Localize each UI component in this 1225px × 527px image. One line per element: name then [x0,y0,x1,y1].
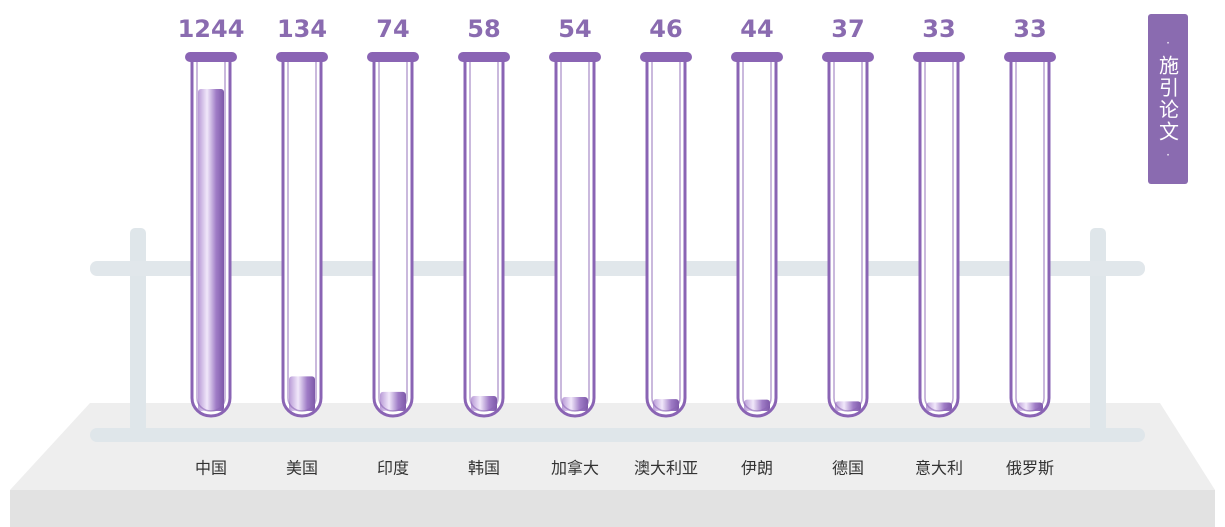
liquid [380,391,406,411]
x-tick-label: 加拿大 [551,459,599,478]
x-tick-label: 澳大利亚 [634,459,698,478]
liquid [198,89,224,411]
tube-inner [833,62,863,412]
tube [463,62,505,418]
liquid [471,395,497,411]
tube-cap [549,52,601,62]
tube-inner [196,62,226,412]
tube-cap [458,52,510,62]
tube-cap [640,52,692,62]
x-tick-label: 美国 [286,459,318,478]
x-tick-label: 中国 [195,459,227,478]
value-label: 46 [649,15,682,43]
liquid [926,402,952,411]
tube-inner [924,62,954,412]
rack-post [130,228,146,432]
tube-cap [185,52,237,62]
tube-inner [378,62,408,412]
tube-inner [651,62,681,412]
chart-title: 施引论文 [1155,55,1180,143]
tube [827,62,869,418]
value-label: 44 [740,15,773,43]
tube [918,62,960,418]
x-tick-label: 印度 [377,459,409,478]
value-label: 37 [831,15,864,43]
rack-bar [90,261,1145,276]
x-tick-label: 意大利 [915,459,963,478]
tube-inner [469,62,499,412]
tube-inner [742,62,772,412]
x-tick-label: 韩国 [468,459,500,478]
tube-inner [287,62,317,412]
liquid [744,399,770,411]
rack-bar [90,428,1145,442]
rack-post [1090,228,1106,432]
x-tick-label: 俄罗斯 [1006,459,1054,478]
platform-front [10,490,1215,527]
tube [736,62,778,418]
tube [1009,62,1051,418]
platform-top [10,403,1215,490]
tube-cap [276,52,328,62]
liquid [835,401,861,411]
tube-inner [560,62,590,412]
value-label: 1244 [178,15,245,43]
value-label: 33 [922,15,955,43]
tube-cap [1004,52,1056,62]
x-tick-label: 伊朗 [741,459,773,478]
value-label: 74 [376,15,409,43]
tube-cap [731,52,783,62]
liquid [1017,402,1043,411]
liquid [289,376,315,411]
tube [281,62,323,418]
tube [372,62,414,418]
value-label: 33 [1013,15,1046,43]
value-label: 58 [467,15,500,43]
value-label: 54 [558,15,591,43]
liquid [653,399,679,411]
x-tick-label: 德国 [832,459,864,478]
tube-cap [367,52,419,62]
tube-inner [1015,62,1045,412]
title-box: · 施引论文 · [1148,14,1188,184]
tube-cap [822,52,874,62]
value-label: 134 [277,15,327,43]
tube [554,62,596,418]
tube-cap [913,52,965,62]
tube [645,62,687,418]
liquid [562,397,588,411]
